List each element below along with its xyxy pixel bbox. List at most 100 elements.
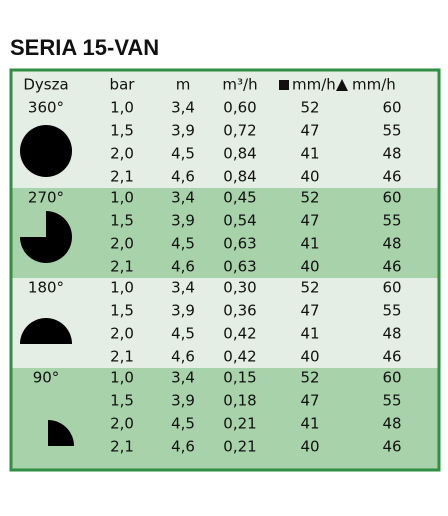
cell: 1,5 xyxy=(110,392,134,410)
cell: 0,42 xyxy=(223,348,256,366)
cell: 1,5 xyxy=(110,122,134,140)
square-icon xyxy=(279,80,289,90)
cell: 0,84 xyxy=(223,168,256,186)
cell: 4,5 xyxy=(171,415,195,433)
cell: 41 xyxy=(300,145,319,163)
cell: 60 xyxy=(382,189,401,207)
band xyxy=(12,188,438,278)
cell: 0,15 xyxy=(223,369,256,387)
cell: 47 xyxy=(300,302,319,320)
nozzle-label: 360° xyxy=(28,99,64,117)
cell: 52 xyxy=(300,99,319,117)
cell: 3,4 xyxy=(171,279,195,297)
cell: 0,84 xyxy=(223,145,256,163)
cell: 52 xyxy=(300,369,319,387)
cell: 4,5 xyxy=(171,145,195,163)
cell: 46 xyxy=(382,348,401,366)
full-circle-icon xyxy=(20,125,72,177)
header-cell: m xyxy=(176,76,191,94)
nozzle-label: 180° xyxy=(28,279,64,297)
header-cell: bar xyxy=(110,76,136,94)
cell: 55 xyxy=(382,212,401,230)
cell: 3,9 xyxy=(171,302,195,320)
cell: 3,4 xyxy=(171,99,195,117)
cell: 1,5 xyxy=(110,302,134,320)
cell: 2,1 xyxy=(110,438,134,456)
cell: 2,0 xyxy=(110,415,134,433)
cell: 3,9 xyxy=(171,122,195,140)
header-cell: mm/h xyxy=(292,76,336,94)
cell: 4,6 xyxy=(171,348,195,366)
cell: 47 xyxy=(300,212,319,230)
triangle-icon xyxy=(336,79,348,91)
quarter-icon xyxy=(48,420,74,446)
cell: 52 xyxy=(300,279,319,297)
cell: 2,1 xyxy=(110,168,134,186)
cell: 48 xyxy=(382,415,401,433)
title: SERIA 15-VAN xyxy=(10,35,159,60)
cell: 40 xyxy=(300,348,319,366)
cell: 1,0 xyxy=(110,369,134,387)
nozzle-label: 270° xyxy=(28,189,64,207)
cell: 48 xyxy=(382,235,401,253)
cell: 41 xyxy=(300,415,319,433)
cell: 0,42 xyxy=(223,325,256,343)
cell: 4,5 xyxy=(171,235,195,253)
cell: 46 xyxy=(382,438,401,456)
cell: 0,72 xyxy=(223,122,256,140)
cell: 4,6 xyxy=(171,258,195,276)
three-quarter-icon xyxy=(20,211,72,263)
cell: 3,9 xyxy=(171,392,195,410)
cell: 60 xyxy=(382,279,401,297)
cell: 48 xyxy=(382,145,401,163)
cell: 60 xyxy=(382,99,401,117)
cell: 47 xyxy=(300,392,319,410)
cell: 0,36 xyxy=(223,302,256,320)
cell: 55 xyxy=(382,302,401,320)
cell: 1,5 xyxy=(110,212,134,230)
header-cell: mm/h xyxy=(352,76,396,94)
cell: 2,1 xyxy=(110,348,134,366)
cell: 3,4 xyxy=(171,189,195,207)
cell: 60 xyxy=(382,369,401,387)
cell: 2,0 xyxy=(110,325,134,343)
cell: 0,18 xyxy=(223,392,256,410)
cell: 4,5 xyxy=(171,325,195,343)
header-cell: Dysza xyxy=(23,76,68,94)
cell: 2,0 xyxy=(110,235,134,253)
band xyxy=(12,368,438,469)
nozzle-label: 90° xyxy=(33,369,60,387)
cell: 0,60 xyxy=(223,99,256,117)
cell: 0,30 xyxy=(223,279,256,297)
cell: 55 xyxy=(382,122,401,140)
cell: 3,9 xyxy=(171,212,195,230)
cell: 40 xyxy=(300,168,319,186)
cell: 52 xyxy=(300,189,319,207)
cell: 46 xyxy=(382,258,401,276)
cell: 2,0 xyxy=(110,145,134,163)
cell: 1,0 xyxy=(110,99,134,117)
cell: 41 xyxy=(300,325,319,343)
cell: 0,63 xyxy=(223,258,256,276)
cell: 48 xyxy=(382,325,401,343)
cell: 3,4 xyxy=(171,369,195,387)
cell: 4,6 xyxy=(171,168,195,186)
header-cell: m³/h xyxy=(222,76,257,94)
half-circle-icon xyxy=(20,318,72,344)
cell: 47 xyxy=(300,122,319,140)
cell: 41 xyxy=(300,235,319,253)
cell: 46 xyxy=(382,168,401,186)
cell: 55 xyxy=(382,392,401,410)
cell: 0,54 xyxy=(223,212,256,230)
cell: 0,21 xyxy=(223,438,256,456)
cell: 1,0 xyxy=(110,189,134,207)
cell: 1,0 xyxy=(110,279,134,297)
cell: 4,6 xyxy=(171,438,195,456)
cell: 0,21 xyxy=(223,415,256,433)
cell: 0,63 xyxy=(223,235,256,253)
cell: 0,45 xyxy=(223,189,256,207)
cell: 40 xyxy=(300,438,319,456)
cell: 2,1 xyxy=(110,258,134,276)
cell: 40 xyxy=(300,258,319,276)
